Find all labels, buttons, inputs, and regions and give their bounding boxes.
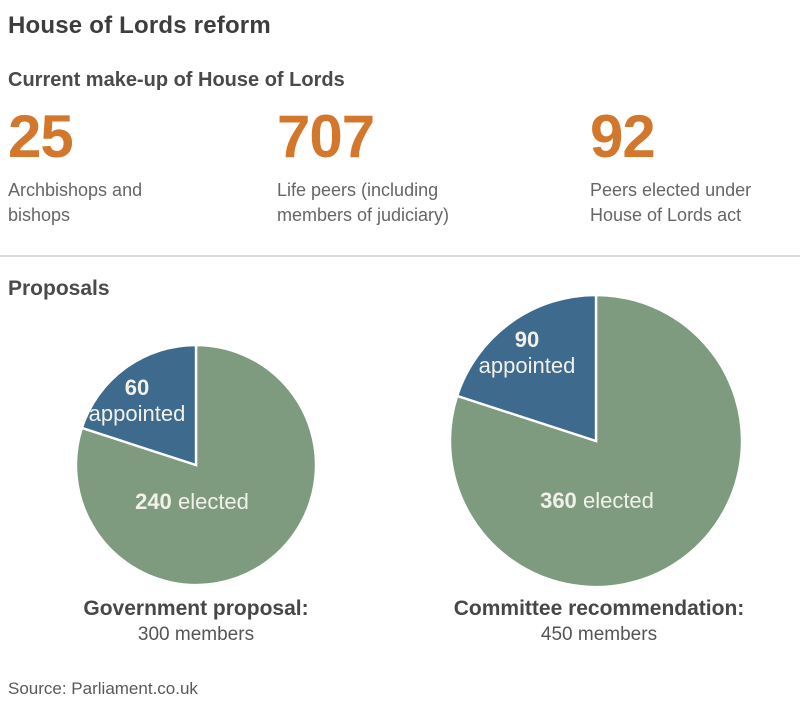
stat-label-life-peers: Life peers (including members of judicia…: [277, 180, 450, 225]
stat-value-elected-peers: 92: [590, 103, 656, 170]
pie-slice-label-elected: 240 elected: [135, 489, 249, 515]
pie-caption-committee: Committee recommendation: 450 members: [454, 597, 745, 647]
section-heading-current-makeup: Current make-up of House of Lords: [8, 69, 345, 91]
elected-count: 360: [540, 488, 577, 513]
source-note: Source: Parliament.co.uk: [8, 679, 198, 698]
pie-slice-label-elected: 360 elected: [540, 488, 654, 514]
pie-slice-label-appointed: 90 appointed: [479, 327, 576, 379]
caption-title-government: Government proposal:: [83, 597, 309, 620]
pie-svg-government: [74, 343, 318, 587]
elected-word: elected: [582, 488, 654, 513]
pie-caption-government: Government proposal: 300 members: [83, 597, 308, 647]
pie-chart-committee-recommendation: 90 appointed 360 elected: [448, 293, 744, 589]
pie-slice-appointed: [455, 293, 598, 443]
caption-title-committee: Committee recommendation:: [453, 597, 745, 620]
section-heading-proposals: Proposals: [8, 277, 110, 300]
section-divider: [0, 255, 800, 257]
caption-members-committee: 450 members: [540, 624, 658, 645]
stat-value-archbishops: 25: [8, 103, 74, 170]
appointed-count: 90: [514, 327, 540, 352]
pie-chart-government-proposal: 60 appointed 240 elected: [74, 343, 318, 587]
caption-members-government: 300 members: [137, 624, 255, 645]
appointed-word: appointed: [88, 401, 186, 426]
elected-word: elected: [177, 489, 249, 514]
stat-elected-peers: 92 Peers elected under House of Lords ac…: [590, 103, 775, 228]
stat-life-peers: 707 Life peers (including members of jud…: [277, 103, 472, 228]
stat-label-archbishops: Archbishops and bishops: [8, 180, 143, 225]
appointed-count: 60: [124, 375, 150, 400]
pie-slice-label-appointed: 60 appointed: [89, 375, 186, 427]
page-title: House of Lords reform: [8, 12, 271, 39]
pie-svg-committee: [448, 293, 744, 589]
pie-slice-appointed: [80, 343, 198, 467]
elected-count: 240: [135, 489, 172, 514]
stat-label-elected-peers: Peers elected under House of Lords act: [590, 180, 752, 225]
appointed-word: appointed: [478, 353, 576, 378]
stat-archbishops: 25 Archbishops and bishops: [8, 103, 188, 228]
stat-value-life-peers: 707: [277, 103, 375, 170]
